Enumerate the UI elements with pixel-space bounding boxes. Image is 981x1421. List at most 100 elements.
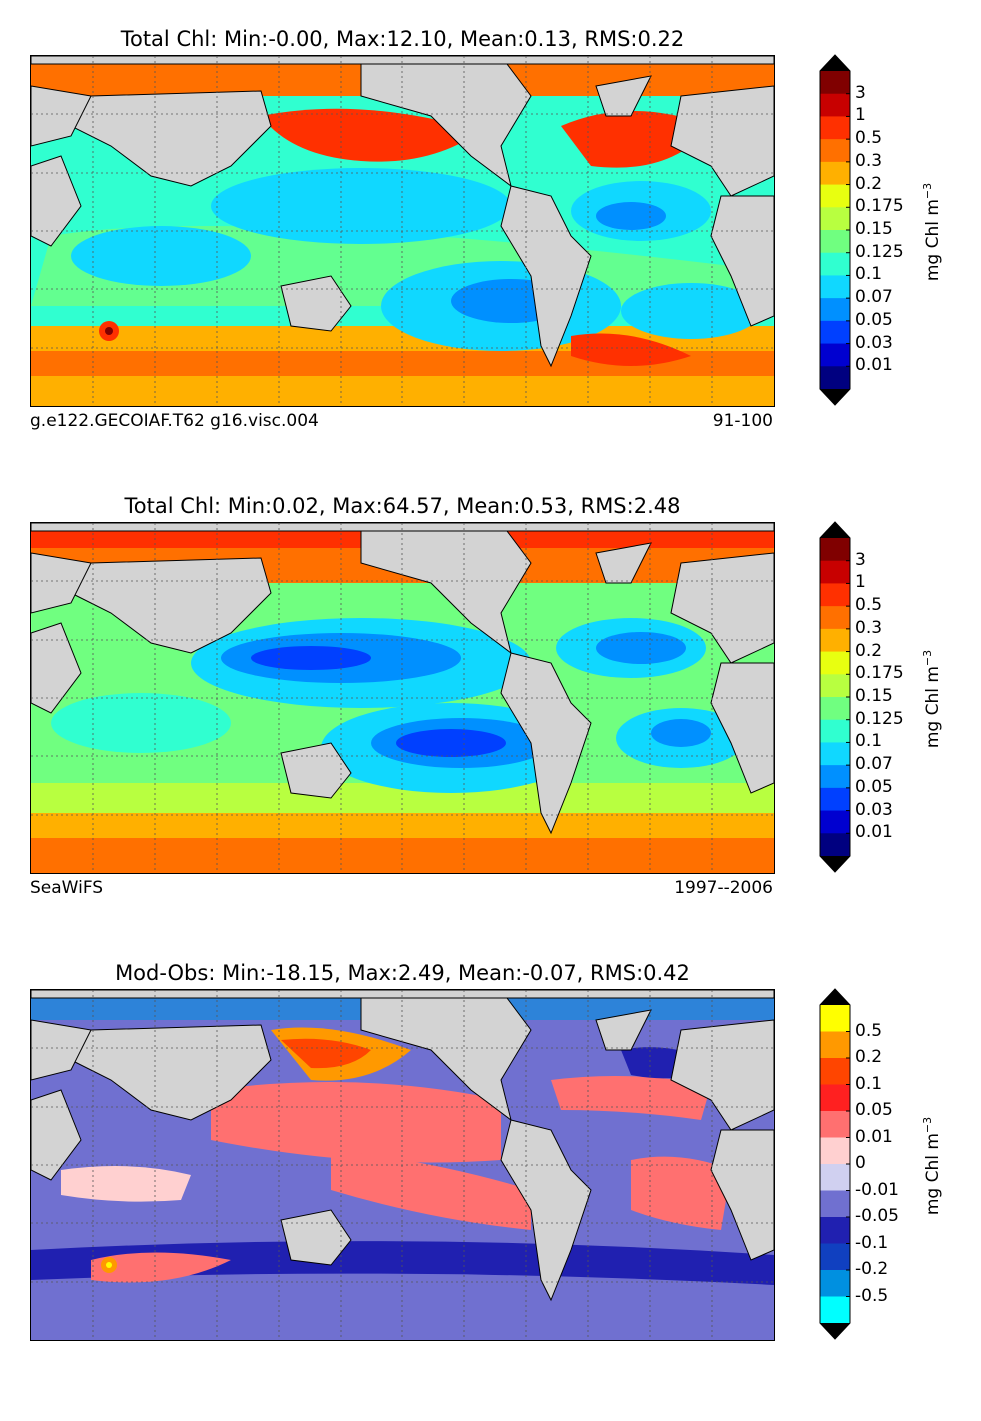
colorbar-swatch [820, 651, 850, 675]
colorbar-tick-label: 0.07 [855, 287, 893, 308]
colorbar-swatch [820, 116, 850, 140]
colorbar-tick-label: -0.05 [855, 1206, 899, 1226]
panel-difference: Mod-Obs: Min:-18.15, Max:2.49, Mean:-0.0… [0, 961, 981, 1421]
colorbar-tick-label: 0.03 [855, 799, 893, 820]
map-difference [30, 989, 775, 1341]
colorbar-swatch [820, 1058, 850, 1085]
panel-model: Total Chl: Min:-0.00, Max:12.10, Mean:0.… [0, 27, 981, 487]
colorbar-swatch [820, 139, 850, 163]
colorbar [819, 521, 851, 873]
period-label: 91-100 [712, 411, 773, 431]
colorbar-swatch [820, 606, 850, 630]
source-label: SeaWiFS [30, 878, 104, 898]
colorbar-swatch [820, 343, 850, 367]
colorbar-swatch [820, 207, 850, 231]
colorbar-swatch [820, 1296, 850, 1324]
colorbar-swatch [820, 833, 850, 857]
colorbar-swatch [820, 1084, 850, 1112]
source-label: g.e122.GECOIAF.T62 g16.visc.004 [30, 411, 319, 431]
map-canvas [31, 523, 774, 873]
colorbar-tick-label: 0.1 [855, 1073, 883, 1094]
map-canvas [31, 990, 774, 1340]
colorbar-swatch [820, 1164, 850, 1191]
colorbar-swatch [820, 765, 850, 789]
colorbar-tick-label: -0.5 [855, 1285, 889, 1306]
colorbar-swatch [820, 560, 850, 584]
colorbar-tick-label: 3 [855, 82, 866, 103]
colorbar-swatch [820, 1137, 850, 1165]
colorbar-tick-label: 0.175 [855, 663, 904, 684]
colorbar-swatch [820, 275, 850, 299]
panel-title: Mod-Obs: Min:-18.15, Max:2.49, Mean:-0.0… [115, 961, 690, 985]
colorbar-swatch [820, 252, 850, 276]
colorbar-extend-min [820, 389, 850, 405]
colorbar-extend-min [820, 1323, 850, 1339]
map-model [30, 55, 775, 407]
colorbar-tick-label: 0.05 [855, 776, 893, 797]
colorbar-tick-label: -0.2 [855, 1259, 889, 1279]
colorbar-swatch [820, 674, 850, 698]
colorbar-tick-label: 3 [855, 549, 866, 570]
colorbar-tick-label: 0.01 [855, 355, 893, 376]
colorbar-tick-label: 0.125 [855, 708, 904, 729]
colorbar-tick-label: 0.15 [855, 219, 893, 239]
colorbar-unit: mg Chl m−3 [921, 1116, 943, 1216]
colorbar-tick-label: 1 [855, 572, 866, 593]
colorbar-swatch [820, 719, 850, 743]
colorbar-tick-label: 0.01 [855, 822, 893, 843]
colorbar-tick-label: 0.3 [855, 617, 883, 638]
colorbar [819, 54, 851, 406]
colorbar-tick-label: 0.3 [855, 150, 883, 171]
colorbar-swatch [820, 1270, 850, 1297]
map-canvas [31, 56, 774, 406]
colorbar [819, 988, 851, 1340]
colorbar-swatch [820, 628, 850, 653]
colorbar-tick-label: 0.03 [855, 332, 893, 353]
colorbar-swatch [820, 161, 850, 186]
colorbar-extend-min [820, 856, 850, 872]
colorbar-swatch [820, 538, 850, 562]
colorbar-tick-label: 0.5 [855, 128, 883, 149]
colorbar-tick-label: 1 [855, 105, 866, 126]
colorbar-tick-label: 0.1 [855, 731, 883, 752]
panel-observations: Total Chl: Min:0.02, Max:64.57, Mean:0.5… [0, 494, 981, 954]
colorbar-tick-label: 0.15 [855, 686, 893, 706]
colorbar-tick-label: 0.07 [855, 754, 893, 775]
colorbar-swatch [820, 1190, 850, 1218]
colorbar-swatch [820, 1111, 850, 1138]
map-observations [30, 522, 775, 874]
colorbar-unit: mg Chl m−3 [921, 649, 943, 749]
colorbar-tick-label: -0.1 [855, 1232, 889, 1253]
panel-title: Total Chl: Min:-0.00, Max:12.10, Mean:0.… [120, 27, 685, 51]
colorbar-swatch [820, 93, 850, 117]
colorbar-extend-max [820, 55, 850, 71]
colorbar-tick-label: 0.5 [855, 595, 883, 616]
colorbar-tick-label: 0.2 [855, 173, 883, 194]
colorbar-swatch [820, 583, 850, 607]
panel-title: Total Chl: Min:0.02, Max:64.57, Mean:0.5… [124, 494, 681, 518]
colorbar-tick-label: 0.2 [855, 1047, 883, 1067]
colorbar-swatch [820, 184, 850, 208]
colorbar-tick-label: 0.175 [855, 196, 904, 217]
colorbar-swatch [820, 697, 850, 721]
colorbar-swatch [820, 1217, 850, 1244]
colorbar-extend-max [820, 989, 850, 1005]
colorbar-swatch [820, 71, 850, 95]
colorbar-tick-label: -0.01 [855, 1179, 899, 1200]
colorbar-tick-label: 0.125 [855, 241, 904, 262]
colorbar-tick-label: 0.05 [855, 309, 893, 330]
colorbar-swatch [820, 742, 850, 766]
colorbar-tick-label: 0.1 [855, 264, 883, 285]
colorbar-tick-label: 0.01 [855, 1126, 893, 1147]
colorbar-swatch [820, 320, 850, 345]
colorbar-swatch [820, 366, 850, 390]
colorbar-unit: mg Chl m−3 [921, 182, 943, 282]
colorbar-swatch [820, 1243, 850, 1271]
colorbar-swatch [820, 1031, 850, 1059]
colorbar-swatch [820, 1005, 850, 1032]
colorbar-tick-label: 0 [855, 1153, 866, 1173]
colorbar-tick-label: 0.5 [855, 1020, 883, 1041]
colorbar-swatch [820, 298, 850, 322]
colorbar-tick-label: 0.2 [855, 640, 883, 661]
colorbar-swatch [820, 230, 850, 254]
